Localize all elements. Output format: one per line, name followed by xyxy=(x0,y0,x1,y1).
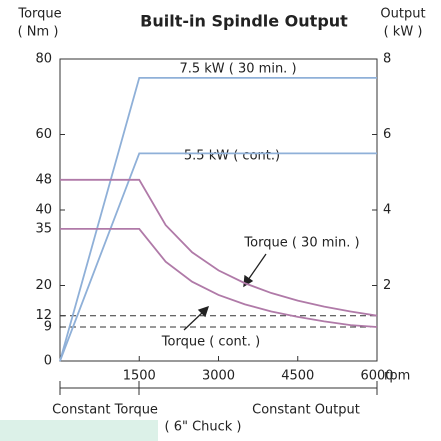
series-label: 5.5 kW ( cont.) xyxy=(184,149,280,164)
y-tick-label: 9 xyxy=(44,320,52,335)
y-tick-label: 40 xyxy=(35,203,52,218)
bracket xyxy=(59,381,378,395)
y2-tick-label: 6 xyxy=(383,127,391,142)
series-line xyxy=(59,76,377,362)
y2-tick-label: 2 xyxy=(383,278,391,293)
y-tick-label: 48 xyxy=(35,172,52,187)
y-tick-label: 20 xyxy=(35,278,52,293)
y2-axis-label: Output xyxy=(380,7,425,22)
x-tick-label: 4500 xyxy=(281,369,314,384)
region-label: Constant Output xyxy=(252,403,360,418)
x-tick-label: 1500 xyxy=(123,369,156,384)
series-line xyxy=(60,227,378,328)
y-axis-label: Torque xyxy=(17,7,61,22)
y2-tick-label: 4 xyxy=(383,203,391,218)
series-label: Torque ( 30 min. ) xyxy=(243,236,359,251)
note: ( 6" Chuck ) xyxy=(164,420,241,435)
plot-frame xyxy=(59,58,378,362)
y-tick-label: 0 xyxy=(44,354,52,369)
y-tick-label: 12 xyxy=(35,308,52,323)
x-tick-label: 6000 xyxy=(360,369,393,384)
decor-bar xyxy=(0,420,158,441)
y-tick-label: 35 xyxy=(35,221,52,236)
arrow xyxy=(183,253,267,331)
y-axis-label: ( Nm ) xyxy=(18,25,59,40)
chart-title: Built-in Spindle Output xyxy=(140,12,348,31)
series-line xyxy=(60,178,378,317)
y-tick-label: 80 xyxy=(35,52,52,67)
y2-axis-label: ( kW ) xyxy=(384,25,423,40)
region-label: Constant Torque xyxy=(52,403,158,418)
series-line xyxy=(59,152,377,362)
series-label: 7.5 kW ( 30 min. ) xyxy=(179,62,296,77)
x-axis-label: rpm xyxy=(384,369,410,384)
series-label: Torque ( cont. ) xyxy=(161,335,260,350)
x-tick-label: 3000 xyxy=(202,369,235,384)
y-tick-label: 60 xyxy=(35,127,52,142)
y2-tick-label: 8 xyxy=(383,52,391,67)
